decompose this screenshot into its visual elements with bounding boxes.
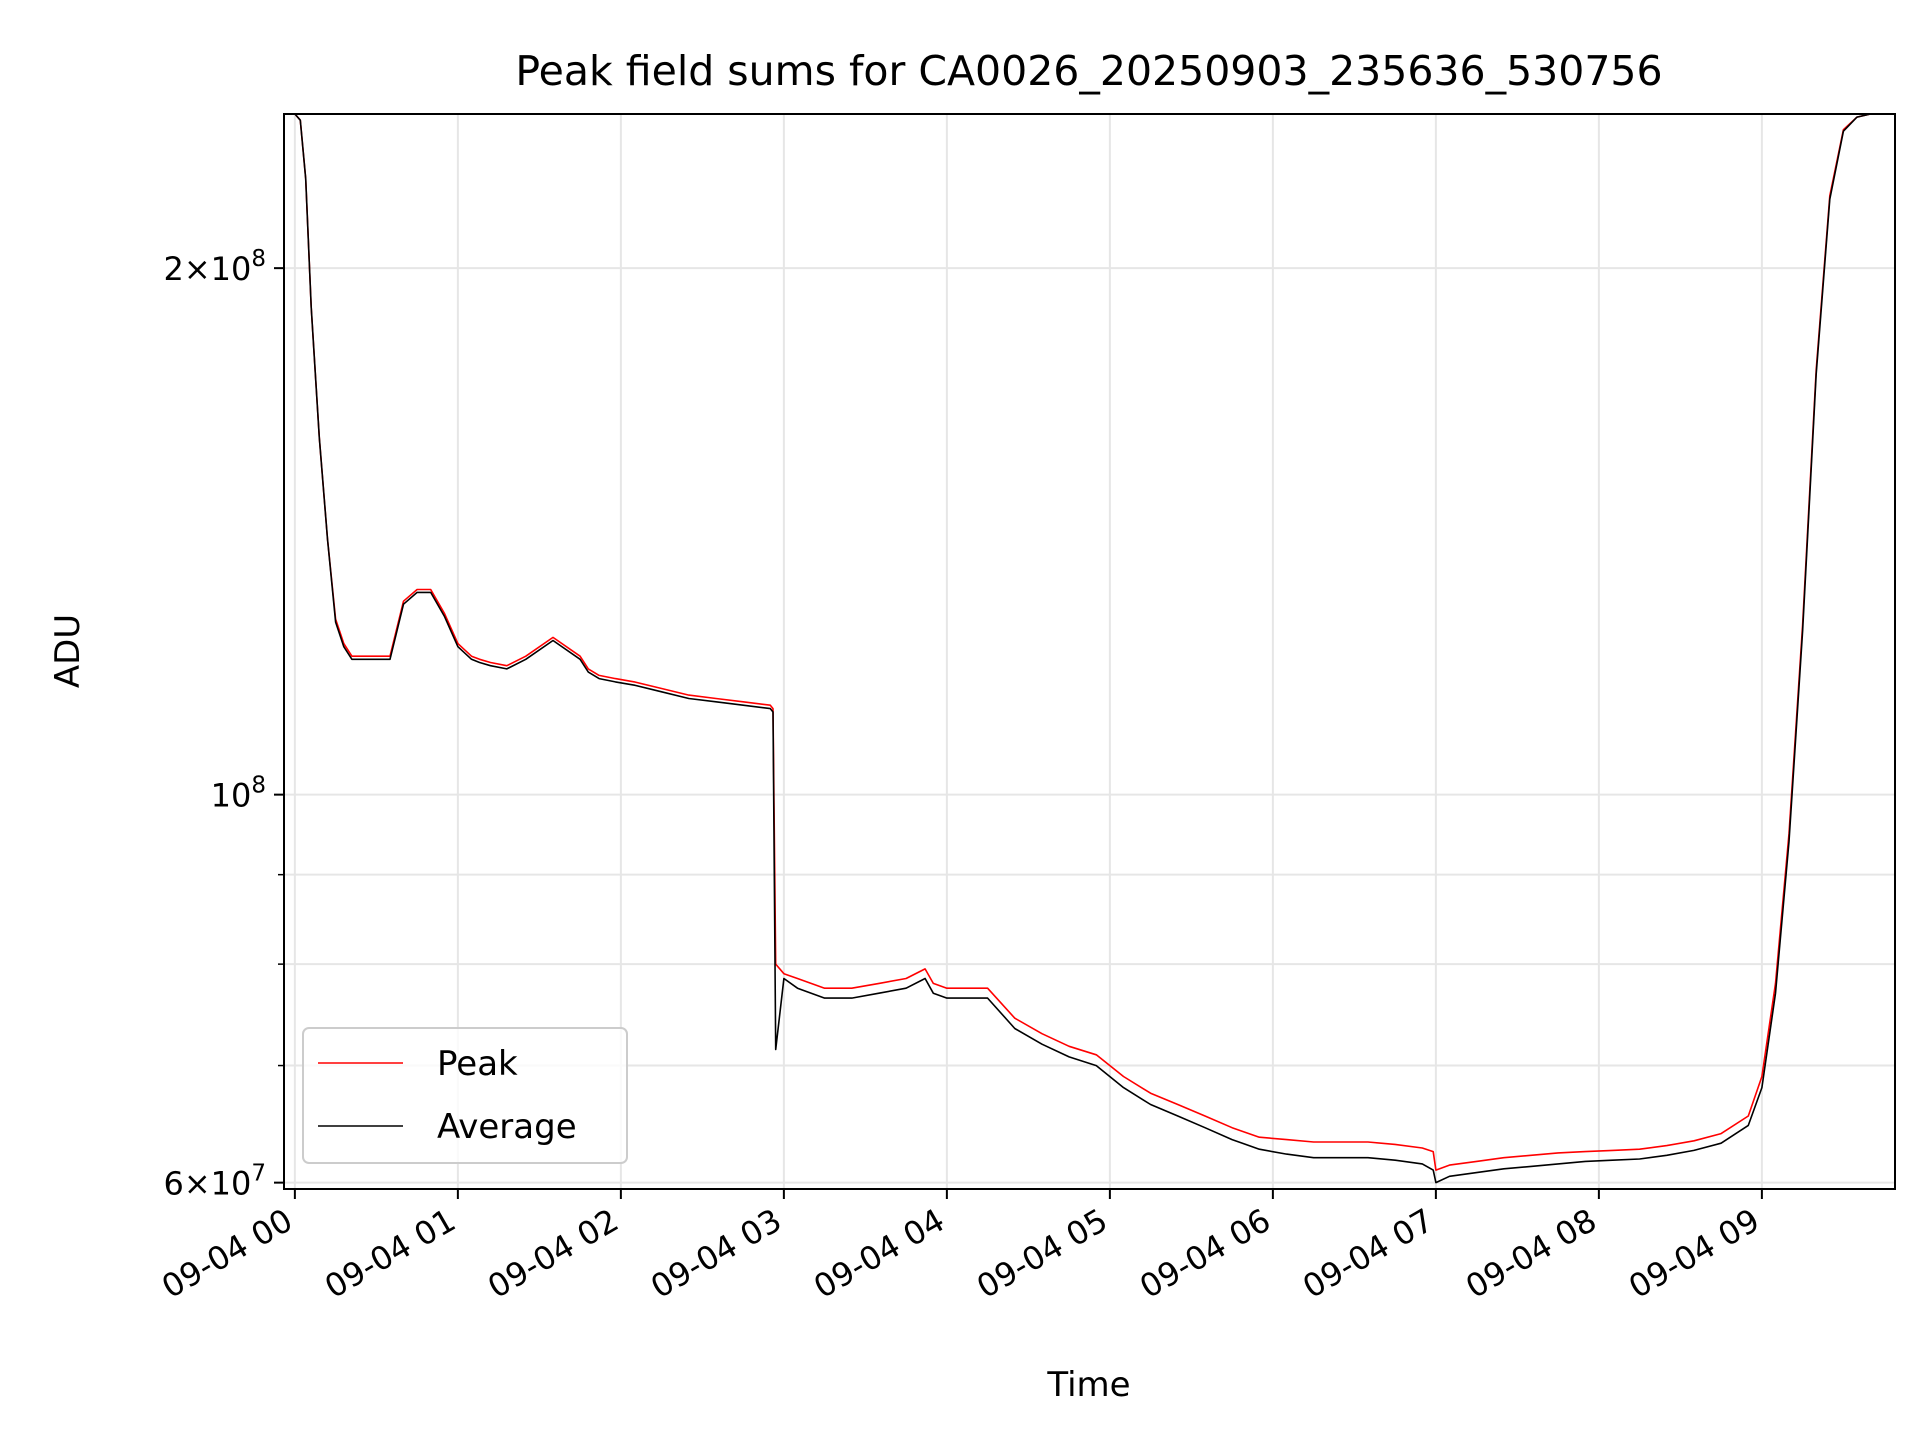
grid-lines [284, 114, 1895, 1189]
legend-label-average: Average [437, 1107, 577, 1147]
x-axis-label: Time [1046, 1365, 1130, 1405]
plot-frame [283, 113, 1896, 1190]
series-line-peak [284, 113, 1895, 1171]
y-axis-label: ADU [48, 614, 88, 688]
y-tick-label: 108 [211, 773, 266, 815]
legend: Peak Average [302, 1027, 628, 1164]
chart-title: Peak field sums for CA0026_20250903_2356… [515, 47, 1662, 95]
series-line-average [284, 113, 1895, 1184]
y-tick-label: 6×107 [163, 1161, 266, 1203]
legend-box [302, 1027, 628, 1164]
y-tick-label: 2×108 [163, 246, 266, 288]
legend-label-peak: Peak [437, 1044, 518, 1084]
series-layer [284, 113, 1895, 1184]
y-axis: 2×108 108 6×107 [163, 246, 284, 1203]
